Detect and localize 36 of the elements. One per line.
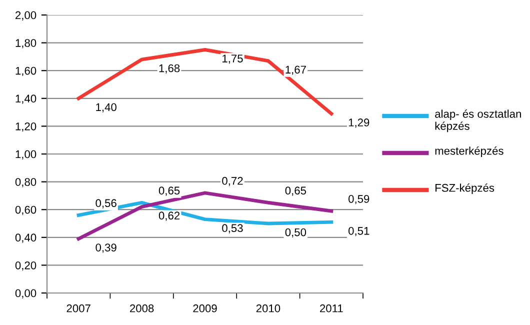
x-tick-label: 2010: [256, 304, 280, 312]
data-label: 0,72: [222, 176, 243, 186]
data-label: 1,40: [96, 103, 116, 112]
legend-label: mesterképzés: [435, 146, 504, 157]
y-tick-label: 1,20: [16, 122, 36, 132]
data-label: 1,75: [222, 54, 243, 64]
y-tick-label: 0,00: [15, 289, 36, 298]
y-tick-label: 0,80: [15, 178, 36, 188]
y-tick-label: 0,40: [15, 234, 36, 243]
x-tick-label: 2008: [130, 304, 154, 312]
data-label: 0,65: [158, 186, 180, 196]
x-tick-label: 2009: [193, 304, 217, 312]
data-label: 0,59: [348, 194, 370, 204]
y-tick-label: 1,40: [16, 94, 36, 104]
y-tick-label: 2,00: [16, 11, 36, 20]
data-label: 0,56: [96, 199, 116, 208]
data-label: 0,62: [158, 212, 180, 221]
y-tick-label: 1,60: [16, 66, 36, 76]
y-tick-label: 0,60: [15, 206, 36, 216]
legend-label: alap- és osztatlan képzés: [435, 110, 521, 132]
x-tick-label: 2007: [66, 304, 90, 312]
line-series: [76, 48, 334, 116]
data-label: 0,50: [285, 228, 306, 238]
data-label: 1,68: [159, 64, 180, 74]
data-label: 0,39: [96, 244, 116, 253]
y-tick-label: 1,00: [16, 150, 36, 160]
legend-label: FSZ-képzés: [436, 184, 494, 194]
data-label: 0,65: [285, 186, 306, 196]
data-label: 0,53: [222, 224, 243, 234]
y-tick-label: 0,20: [15, 261, 36, 271]
data-label: 1,29: [348, 118, 370, 128]
x-tick-label: 2011: [320, 304, 343, 312]
data-label: 0,51: [348, 226, 370, 236]
data-label: 1,67: [286, 66, 306, 75]
line-series: [76, 200, 334, 226]
y-tick-label: 1,80: [16, 39, 36, 48]
